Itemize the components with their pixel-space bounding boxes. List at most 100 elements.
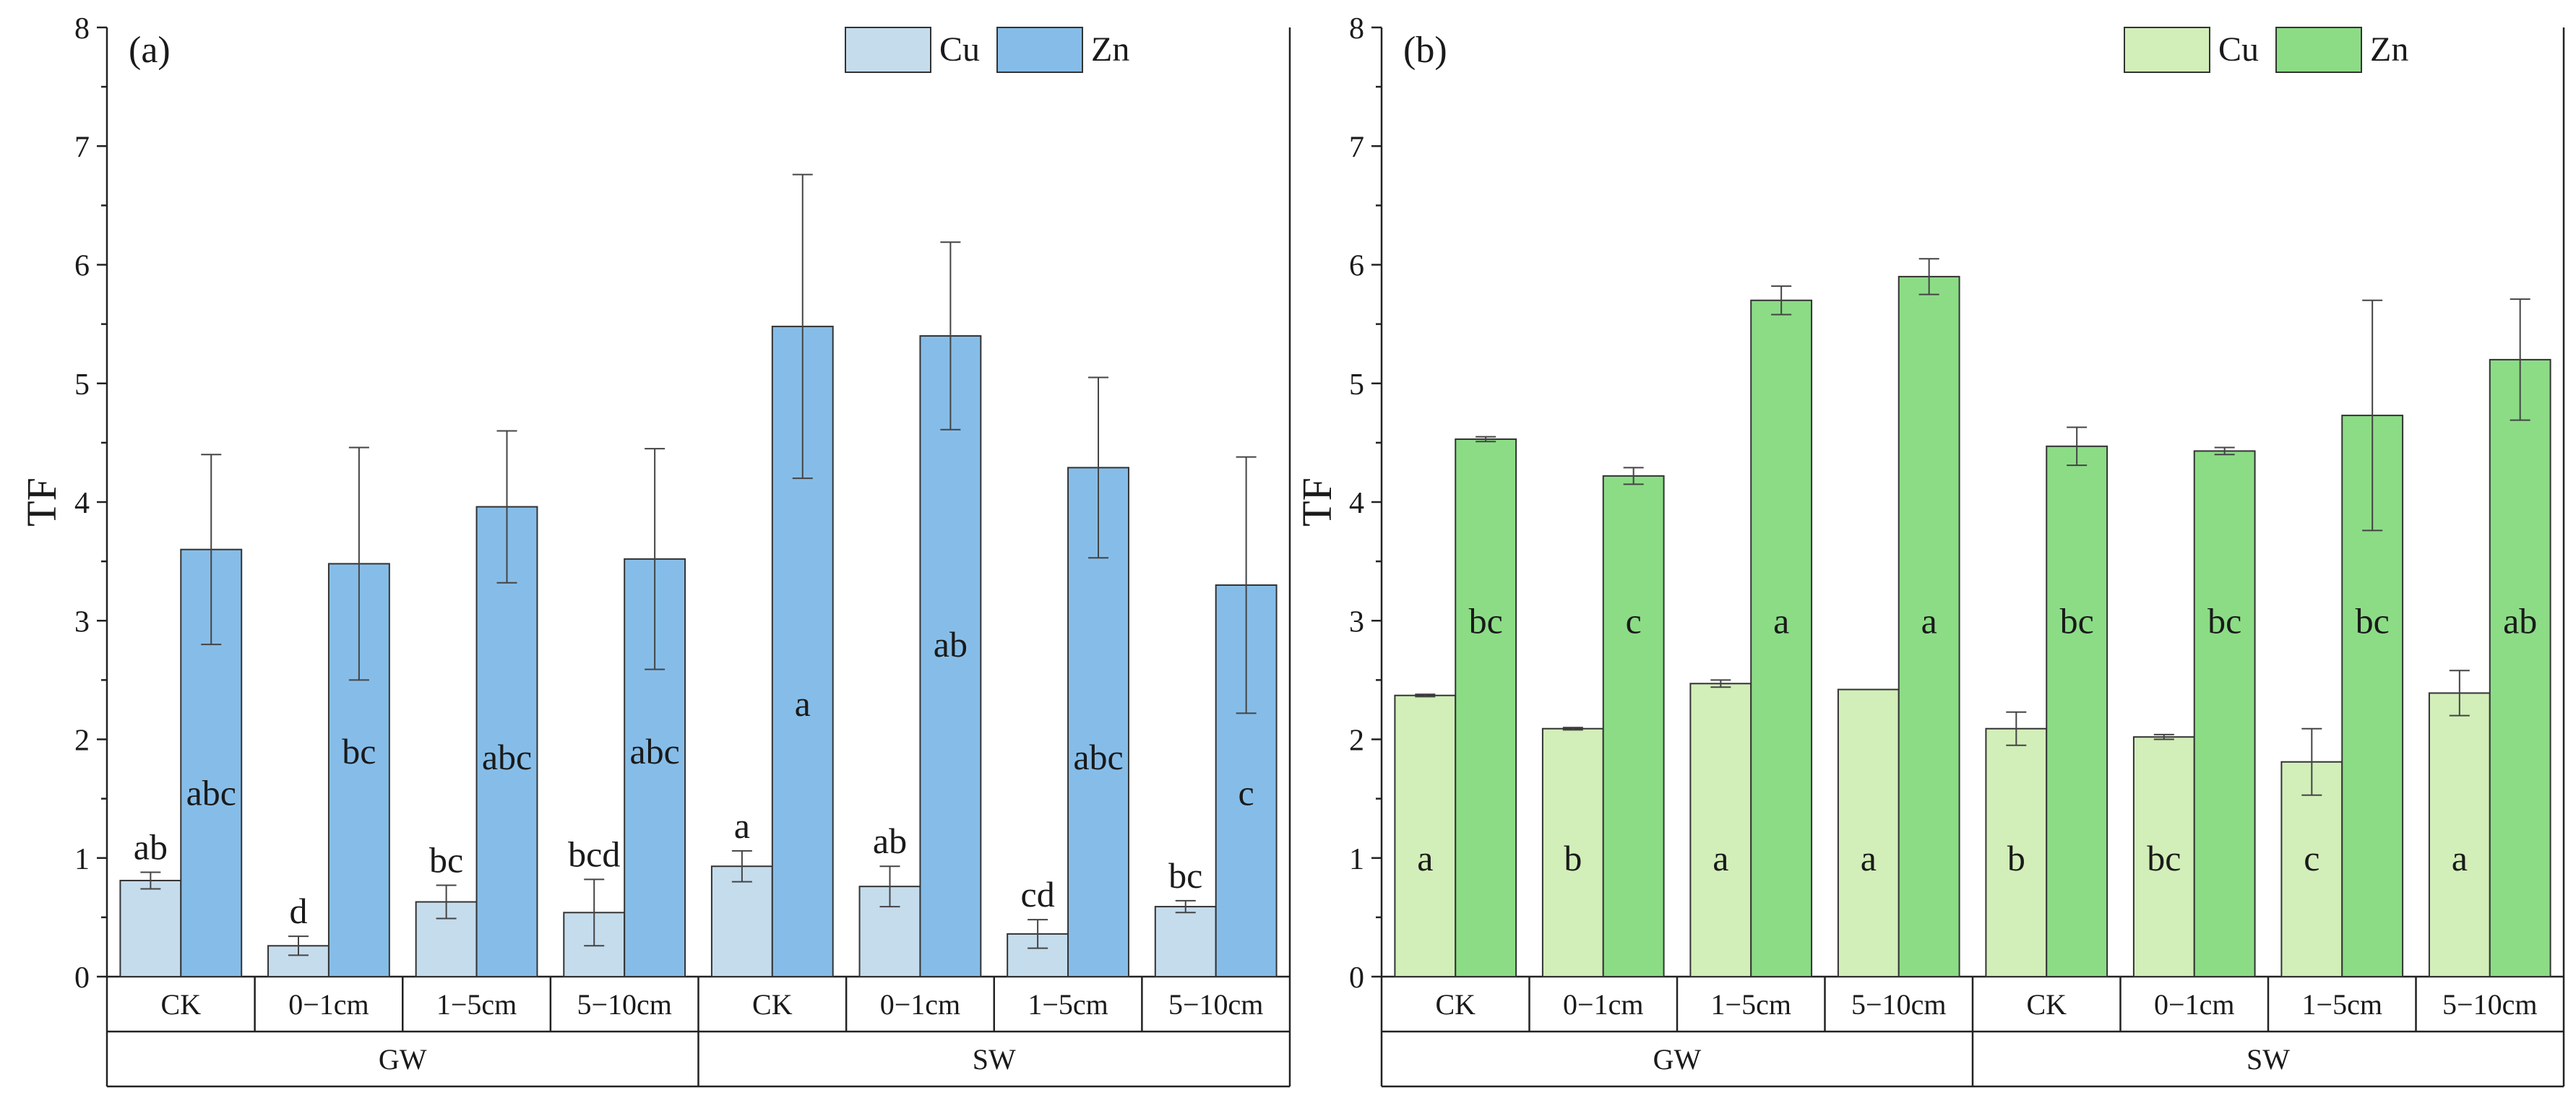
x-tick-label: 1−5cm xyxy=(436,988,517,1021)
bar-cu xyxy=(2428,692,2491,977)
y-axis-label: TF xyxy=(1293,477,1340,527)
sig-letter-zn: abc xyxy=(186,772,236,813)
legend-swatch-zn xyxy=(996,27,1083,73)
bar-zn xyxy=(919,335,982,977)
x-tick-label: 5−10cm xyxy=(577,988,671,1021)
bar-cu xyxy=(1154,906,1217,978)
y-tick-label: 3 xyxy=(1349,605,1364,639)
sig-letter-cu: a xyxy=(734,805,750,846)
bar-cu xyxy=(1541,727,1604,978)
sig-letter-cu: a xyxy=(1861,838,1877,878)
x-tick-label: 0−1cm xyxy=(2154,988,2234,1021)
y-tick-label: 4 xyxy=(1349,487,1364,520)
x-tick-label: 1−5cm xyxy=(2302,988,2382,1021)
y-tick-label: 4 xyxy=(74,487,90,520)
legend: Cu Zn xyxy=(2124,27,2408,73)
bar-cu xyxy=(1689,683,1752,977)
sig-letter-cu: b xyxy=(2007,838,2025,878)
sig-letter-zn: c xyxy=(1239,772,1254,813)
sig-letter-cu: a xyxy=(2452,838,2468,878)
bar-zn xyxy=(2046,445,2108,977)
y-tick-label: 0 xyxy=(1349,961,1364,995)
bar-cu xyxy=(2132,736,2195,978)
y-tick-label: 7 xyxy=(74,131,90,164)
sig-letter-zn: ab xyxy=(934,624,968,665)
panel-label: (a) xyxy=(129,30,171,71)
legend-swatch-zn xyxy=(2275,27,2362,73)
sig-letter-zn: bc xyxy=(2060,600,2094,641)
sig-letter-zn: a xyxy=(795,683,811,724)
sig-letter-zn: ab xyxy=(2503,600,2537,641)
y-tick-label: 1 xyxy=(1349,843,1364,876)
sig-letter-cu: bcd xyxy=(568,834,620,874)
y-tick-label: 7 xyxy=(1349,131,1364,164)
sig-letter-zn: abc xyxy=(629,731,679,771)
x-tick-label: 0−1cm xyxy=(1563,988,1643,1021)
sig-letter-cu: a xyxy=(1713,838,1728,878)
sig-letter-cu: d xyxy=(289,891,307,931)
y-tick-label: 8 xyxy=(74,12,90,46)
sig-letter-cu: bc xyxy=(1168,855,1202,896)
group-label: SW xyxy=(2247,1043,2290,1076)
x-tick-label: CK xyxy=(2026,988,2067,1021)
bar-zn xyxy=(2489,358,2551,977)
sig-letter-zn: bc xyxy=(2207,600,2241,641)
y-tick-label: 6 xyxy=(74,250,90,283)
sig-letter-cu: cd xyxy=(1021,874,1055,915)
y-tick-label: 5 xyxy=(74,368,90,402)
legend-label-zn: Zn xyxy=(2370,30,2408,69)
group-label: GW xyxy=(379,1043,427,1076)
sig-letter-cu: c xyxy=(2304,838,2319,878)
x-tick-label: CK xyxy=(161,988,202,1021)
sig-letter-cu: bc xyxy=(429,840,463,881)
legend-label-zn: Zn xyxy=(1091,30,1129,69)
sig-letter-zn: bc xyxy=(1469,600,1503,641)
sig-letter-zn: bc xyxy=(2356,600,2390,641)
sig-letter-zn: abc xyxy=(1073,737,1123,777)
sig-letter-zn: c xyxy=(1626,600,1642,641)
legend-swatch-cu xyxy=(2124,27,2210,73)
sig-letter-cu: bc xyxy=(2147,838,2181,878)
y-tick-label: 2 xyxy=(1349,725,1364,758)
x-tick-label: CK xyxy=(1435,988,1476,1021)
group-label: GW xyxy=(1653,1043,1702,1076)
x-tick-label: 5−10cm xyxy=(1851,988,1946,1021)
y-axis-label: TF xyxy=(18,477,65,527)
legend-label-cu: Cu xyxy=(2218,30,2259,69)
sig-letter-zn: a xyxy=(1921,600,1937,641)
y-tick-label: 1 xyxy=(74,843,90,876)
sig-letter-cu: ab xyxy=(134,826,168,867)
legend-swatch-cu xyxy=(845,27,931,73)
x-tick-label: 0−1cm xyxy=(288,988,369,1021)
bar-cu xyxy=(710,865,773,978)
panel-label: (b) xyxy=(1403,30,1447,71)
bar-cu xyxy=(1985,727,2048,978)
x-tick-label: 0−1cm xyxy=(880,988,960,1021)
x-tick-label: CK xyxy=(752,988,793,1021)
bar-cu xyxy=(1837,688,1900,977)
sig-letter-zn: a xyxy=(1773,600,1789,641)
x-tick-label: 5−10cm xyxy=(2442,988,2537,1021)
x-tick-label: 1−5cm xyxy=(1028,988,1108,1021)
y-tick-label: 3 xyxy=(74,605,90,639)
sig-letter-zn: abc xyxy=(482,737,532,777)
y-tick-label: 5 xyxy=(1349,368,1364,402)
y-tick-label: 8 xyxy=(1349,12,1364,46)
legend-label-cu: Cu xyxy=(939,30,980,69)
bar-zn xyxy=(1750,299,1813,977)
sig-letter-zn: bc xyxy=(342,731,376,771)
bar-zn xyxy=(1602,475,1665,977)
group-label: SW xyxy=(973,1043,1016,1076)
sig-letter-cu: a xyxy=(1417,838,1433,878)
y-tick-label: 6 xyxy=(1349,250,1364,283)
sig-letter-cu: b xyxy=(1564,838,1582,878)
sig-letter-cu: ab xyxy=(873,821,907,861)
y-tick-label: 0 xyxy=(74,961,90,995)
x-tick-label: 5−10cm xyxy=(1168,988,1263,1021)
bar-cu xyxy=(1394,694,1457,977)
y-tick-label: 2 xyxy=(74,725,90,758)
